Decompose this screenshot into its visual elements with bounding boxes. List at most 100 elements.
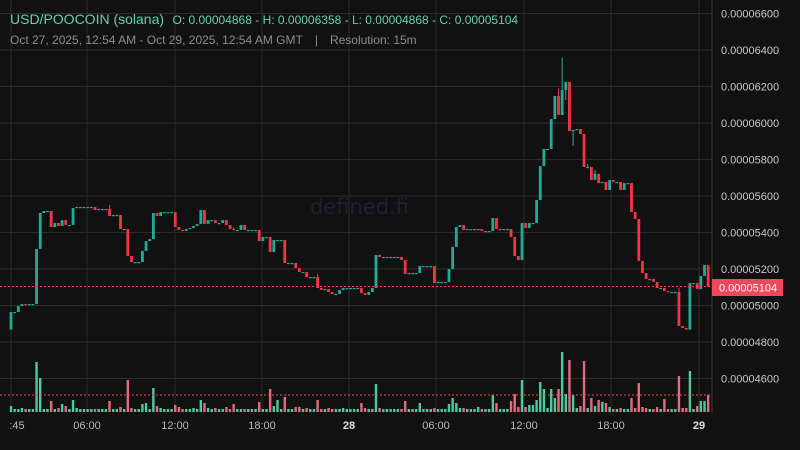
volume-bar: [447, 404, 451, 412]
volume-bar: [174, 405, 177, 412]
volume-bar: [115, 409, 119, 412]
volume-bar: [236, 409, 239, 412]
candle-body: [203, 210, 206, 224]
volume-bar: [225, 407, 228, 412]
volume-bar: [371, 409, 374, 412]
candle-body: [363, 293, 367, 295]
candle-body: [619, 181, 622, 190]
candle-body: [367, 291, 371, 295]
volume-bar: [542, 389, 546, 412]
candle-body: [407, 273, 411, 275]
volume-bar: [462, 408, 465, 412]
candle-body: [666, 291, 670, 293]
volume-bar: [195, 409, 199, 412]
candle-body: [93, 206, 97, 211]
candle-body: [130, 256, 133, 263]
volume-bar: [374, 384, 378, 412]
candle-body: [706, 264, 710, 287]
volume-bar: [261, 409, 265, 412]
volume-bar: [24, 409, 27, 412]
volume-bar: [568, 360, 571, 412]
price-tick-label: 0.00004600: [721, 374, 779, 386]
volume-bar: [71, 400, 75, 412]
candle-body: [378, 254, 382, 257]
candle-body: [564, 81, 568, 90]
time-axis[interactable]: :45 06:00 12:00 18:00 28 06:00 12:00 18:00 29: [9, 420, 705, 432]
volume-bar: [696, 406, 699, 412]
price-tick-label: 0.00006000: [721, 118, 779, 130]
candle-body: [195, 223, 199, 226]
candle-body: [133, 262, 137, 264]
volume-bar: [630, 398, 633, 412]
candle-body: [454, 227, 458, 247]
volume-bar: [133, 409, 137, 412]
candle-body: [542, 148, 546, 167]
volume-bar: [327, 408, 330, 412]
volume-bar: [243, 409, 246, 412]
volume-bar: [655, 407, 659, 412]
separator: |: [314, 33, 318, 47]
volume-bar: [46, 409, 49, 412]
candle-body: [546, 148, 549, 151]
price-axis[interactable]: 0.00006600 0.00006400 0.00006200 0.00006000…: [721, 9, 779, 386]
candle-body: [644, 273, 648, 280]
volume-bar: [590, 398, 593, 412]
candle-body: [184, 229, 188, 232]
candle-body: [648, 279, 652, 281]
volume-bar: [279, 409, 283, 412]
volume-bar: [407, 409, 411, 412]
volume-bar: [637, 383, 640, 412]
candle-body: [400, 256, 403, 261]
candle-body: [699, 275, 703, 290]
volume-bar: [112, 409, 115, 412]
candle-body: [243, 225, 246, 230]
volume-bar: [93, 409, 97, 412]
candle-body: [703, 264, 706, 276]
volume-bar: [210, 409, 213, 412]
candle-body: [655, 281, 659, 288]
volume-bar: [283, 397, 286, 412]
chart-subtitle: Oct 27, 2025, 12:54 AM - Oct 29, 2025, 1…: [10, 33, 417, 47]
candle-body: [487, 231, 491, 233]
candle-body: [279, 239, 283, 242]
volume-bar: [341, 408, 345, 412]
volume-bar: [703, 401, 706, 412]
chart-legend: USD/POOCOIN (solana) O: 0.00004868 - H: …: [10, 11, 518, 29]
volume-bar: [539, 382, 542, 412]
volume-bar: [586, 408, 589, 412]
volume-bar: [309, 409, 312, 412]
volume-bar: [444, 409, 447, 412]
volume-bar: [425, 409, 429, 412]
volume-bar: [593, 406, 597, 412]
volume-bar: [557, 389, 560, 412]
volume-bar: [108, 401, 111, 412]
volume-bar: [414, 409, 418, 412]
candle-body: [531, 223, 535, 225]
volume-bar: [626, 409, 630, 412]
candle-body: [13, 312, 17, 314]
candle-body: [38, 212, 42, 249]
volume-bar: [338, 409, 341, 412]
volume-bar: [254, 409, 257, 412]
volume-bar: [502, 409, 505, 412]
candle-body: [290, 262, 294, 265]
candle-body: [389, 256, 392, 259]
candle-body: [89, 206, 93, 209]
volume-bar: [217, 409, 221, 412]
volume-bar: [466, 409, 469, 412]
candle-body: [579, 129, 582, 134]
candle-body: [9, 312, 13, 330]
volume-bar: [192, 408, 195, 412]
candle-body: [385, 256, 389, 259]
volume-bar: [60, 404, 64, 412]
candle-body: [370, 287, 374, 292]
candle-body: [137, 262, 141, 264]
candle-body: [104, 208, 108, 211]
candle-body: [141, 250, 144, 263]
volume-bar: [17, 409, 20, 412]
candle-body: [265, 237, 268, 239]
volume-bar: [75, 408, 78, 412]
candle-body: [520, 223, 524, 261]
candle-body: [155, 212, 159, 217]
